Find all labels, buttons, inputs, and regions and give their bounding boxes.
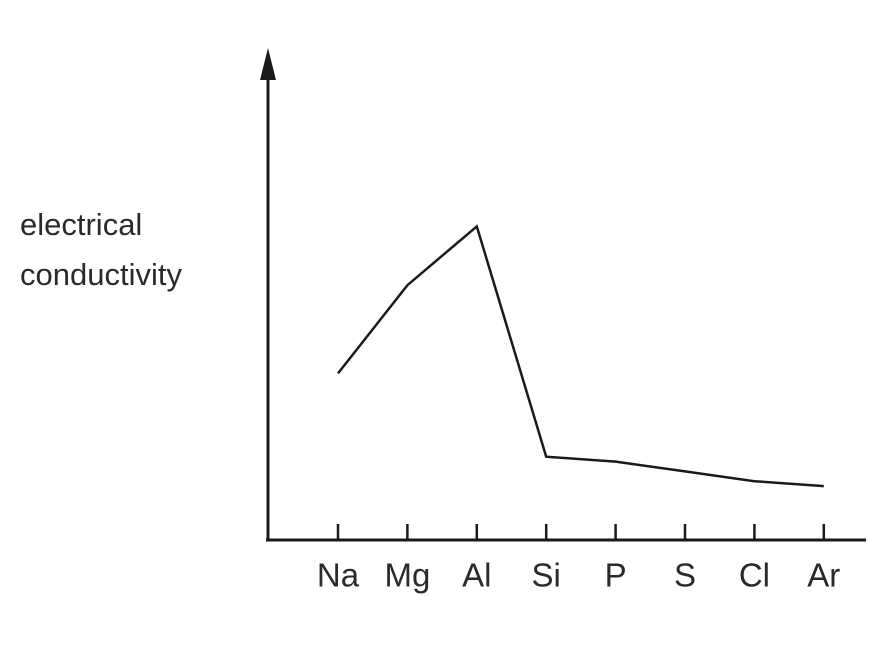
x-tick-label: Na	[317, 557, 360, 594]
x-tick-label: S	[674, 557, 696, 594]
x-tick-label: Mg	[384, 557, 430, 594]
x-tick-label: Ar	[807, 557, 840, 594]
y-axis-label: electrical conductivity	[20, 207, 182, 292]
x-tick-label: P	[605, 557, 627, 594]
data-line	[337, 224, 824, 488]
y-axis-arrow	[260, 48, 276, 80]
x-tick-label: Si	[532, 557, 561, 594]
x-tick-label: Al	[462, 557, 491, 594]
x-tick-label: Cl	[739, 557, 770, 594]
